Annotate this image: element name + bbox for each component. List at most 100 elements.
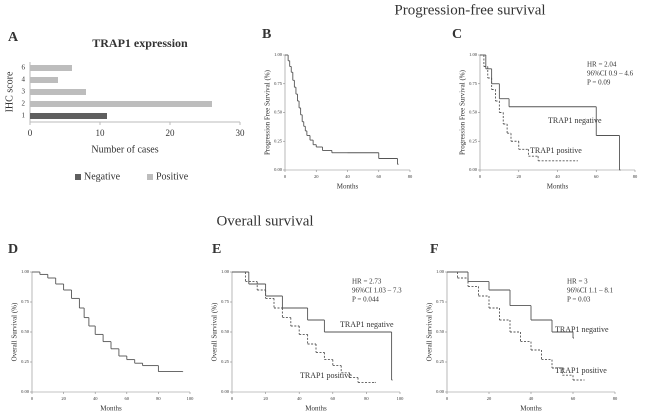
- x-tick-label: 20: [487, 396, 492, 401]
- y-tick-label: 0.50: [221, 329, 230, 334]
- y-tick-label: 0.25: [221, 359, 230, 364]
- x-axis-label: Months: [520, 405, 542, 413]
- x-tick-label: 0: [231, 396, 234, 401]
- y-tick-label: 2: [22, 100, 26, 108]
- panel-letter: A: [8, 30, 19, 45]
- annotation: HR = 2.04: [587, 61, 617, 69]
- curve-label: TRAP1 positive: [300, 371, 352, 380]
- y-tick-label: 0.00: [469, 167, 478, 172]
- y-axis-label: Overall Survival (%): [426, 302, 434, 361]
- y-tick-label: 0.25: [436, 359, 445, 364]
- y-tick-label: 0.25: [274, 138, 283, 143]
- x-tick-label: 60: [377, 174, 382, 179]
- y-axis-label: Overall Survival (%): [11, 302, 19, 361]
- y-tick-label: 0.50: [274, 110, 283, 115]
- panel-letter: E: [212, 242, 221, 257]
- x-tick-label: 40: [555, 174, 560, 179]
- x-tick-label: 60: [125, 396, 130, 401]
- x-tick-label: 80: [613, 396, 618, 401]
- x-tick-label: 100: [187, 396, 195, 401]
- x-axis-label: Months: [547, 183, 569, 191]
- x-tick-label: 20: [61, 396, 66, 401]
- panel-letter: F: [430, 242, 439, 257]
- x-axis-label: Months: [305, 405, 327, 413]
- y-axis-label: Progression Free Survival (%): [459, 69, 467, 155]
- curve-label: TRAP1 negative: [340, 320, 394, 329]
- x-tick-label: 30: [236, 128, 246, 138]
- x-tick-label: 0: [284, 174, 287, 179]
- x-tick-label: 20: [517, 174, 522, 179]
- x-tick-label: 60: [331, 396, 336, 401]
- curve-label: TRAP1 positive: [530, 146, 582, 155]
- legend-label: Positive: [156, 171, 189, 182]
- panel-letter: D: [8, 242, 18, 257]
- y-tick-label: 4: [22, 76, 26, 84]
- annotation: P = 0.044: [352, 296, 379, 304]
- annotation: 96%CI 1.03 – 7.3: [352, 287, 402, 295]
- curve-label: TRAP1 negative: [555, 325, 609, 334]
- x-tick-label: 80: [364, 396, 369, 401]
- y-axis-label: IHC score: [4, 71, 15, 112]
- annotation: HR = 3: [567, 278, 588, 286]
- x-tick-label: 60: [594, 174, 599, 179]
- y-tick-label: 0.00: [221, 389, 230, 394]
- bar: [30, 77, 58, 83]
- x-tick-label: 100: [397, 396, 405, 401]
- y-tick-label: 0.50: [469, 110, 478, 115]
- y-tick-label: 0.00: [436, 389, 445, 394]
- x-tick-label: 20: [166, 128, 176, 138]
- bar: [30, 113, 107, 119]
- y-tick-label: 1.00: [21, 269, 30, 274]
- annotation: P = 0.03: [567, 296, 591, 304]
- y-tick-label: 0.00: [274, 167, 283, 172]
- legend-swatch: [75, 174, 81, 180]
- y-tick-label: 1.00: [221, 269, 230, 274]
- x-tick-label: 80: [408, 174, 413, 179]
- curve-label: TRAP1 negative: [548, 116, 602, 125]
- x-axis-label: Months: [100, 405, 122, 413]
- y-axis-label: Progression Free Survival (%): [264, 69, 272, 155]
- y-tick-label: 0.75: [274, 81, 283, 86]
- x-tick-label: 40: [345, 174, 350, 179]
- x-tick-label: 40: [529, 396, 534, 401]
- x-tick-label: 40: [297, 396, 302, 401]
- x-tick-label: 0: [28, 128, 33, 138]
- x-tick-label: 0: [31, 396, 34, 401]
- x-axis-label: Number of cases: [91, 144, 158, 155]
- legend-swatch: [147, 174, 153, 180]
- section-title: Overall survival: [216, 213, 313, 229]
- y-tick-label: 0.75: [436, 299, 445, 304]
- y-tick-label: 1.00: [469, 52, 478, 57]
- x-axis-label: Months: [337, 183, 359, 191]
- annotation: HR = 2.73: [352, 278, 382, 286]
- x-tick-label: 40: [93, 396, 98, 401]
- bar: [30, 65, 72, 71]
- curve-label: TRAP1 positive: [555, 366, 607, 375]
- x-tick-label: 0: [479, 174, 482, 179]
- section-title: Progression-free survival: [394, 2, 545, 18]
- y-tick-label: 0.50: [21, 329, 30, 334]
- x-tick-label: 20: [263, 396, 268, 401]
- y-tick-label: 3: [22, 88, 26, 96]
- panel-letter: C: [452, 27, 462, 42]
- y-tick-label: 0.75: [221, 299, 230, 304]
- chart-title: TRAP1 expression: [92, 36, 188, 50]
- annotation: P = 0.09: [587, 79, 611, 87]
- panel-letter: B: [262, 27, 271, 42]
- bar: [30, 101, 212, 107]
- y-tick-label: 0.00: [21, 389, 30, 394]
- x-tick-label: 20: [314, 174, 319, 179]
- y-tick-label: 6: [22, 64, 26, 72]
- y-tick-label: 0.50: [436, 329, 445, 334]
- y-axis-label: Overall Survival (%): [211, 302, 219, 361]
- x-tick-label: 80: [633, 174, 638, 179]
- x-tick-label: 60: [571, 396, 576, 401]
- x-tick-label: 80: [156, 396, 161, 401]
- y-tick-label: 1.00: [436, 269, 445, 274]
- x-tick-label: 10: [96, 128, 106, 138]
- y-tick-label: 0.75: [469, 81, 478, 86]
- y-tick-label: 0.25: [469, 138, 478, 143]
- y-tick-label: 0.75: [21, 299, 30, 304]
- y-tick-label: 1: [22, 112, 26, 120]
